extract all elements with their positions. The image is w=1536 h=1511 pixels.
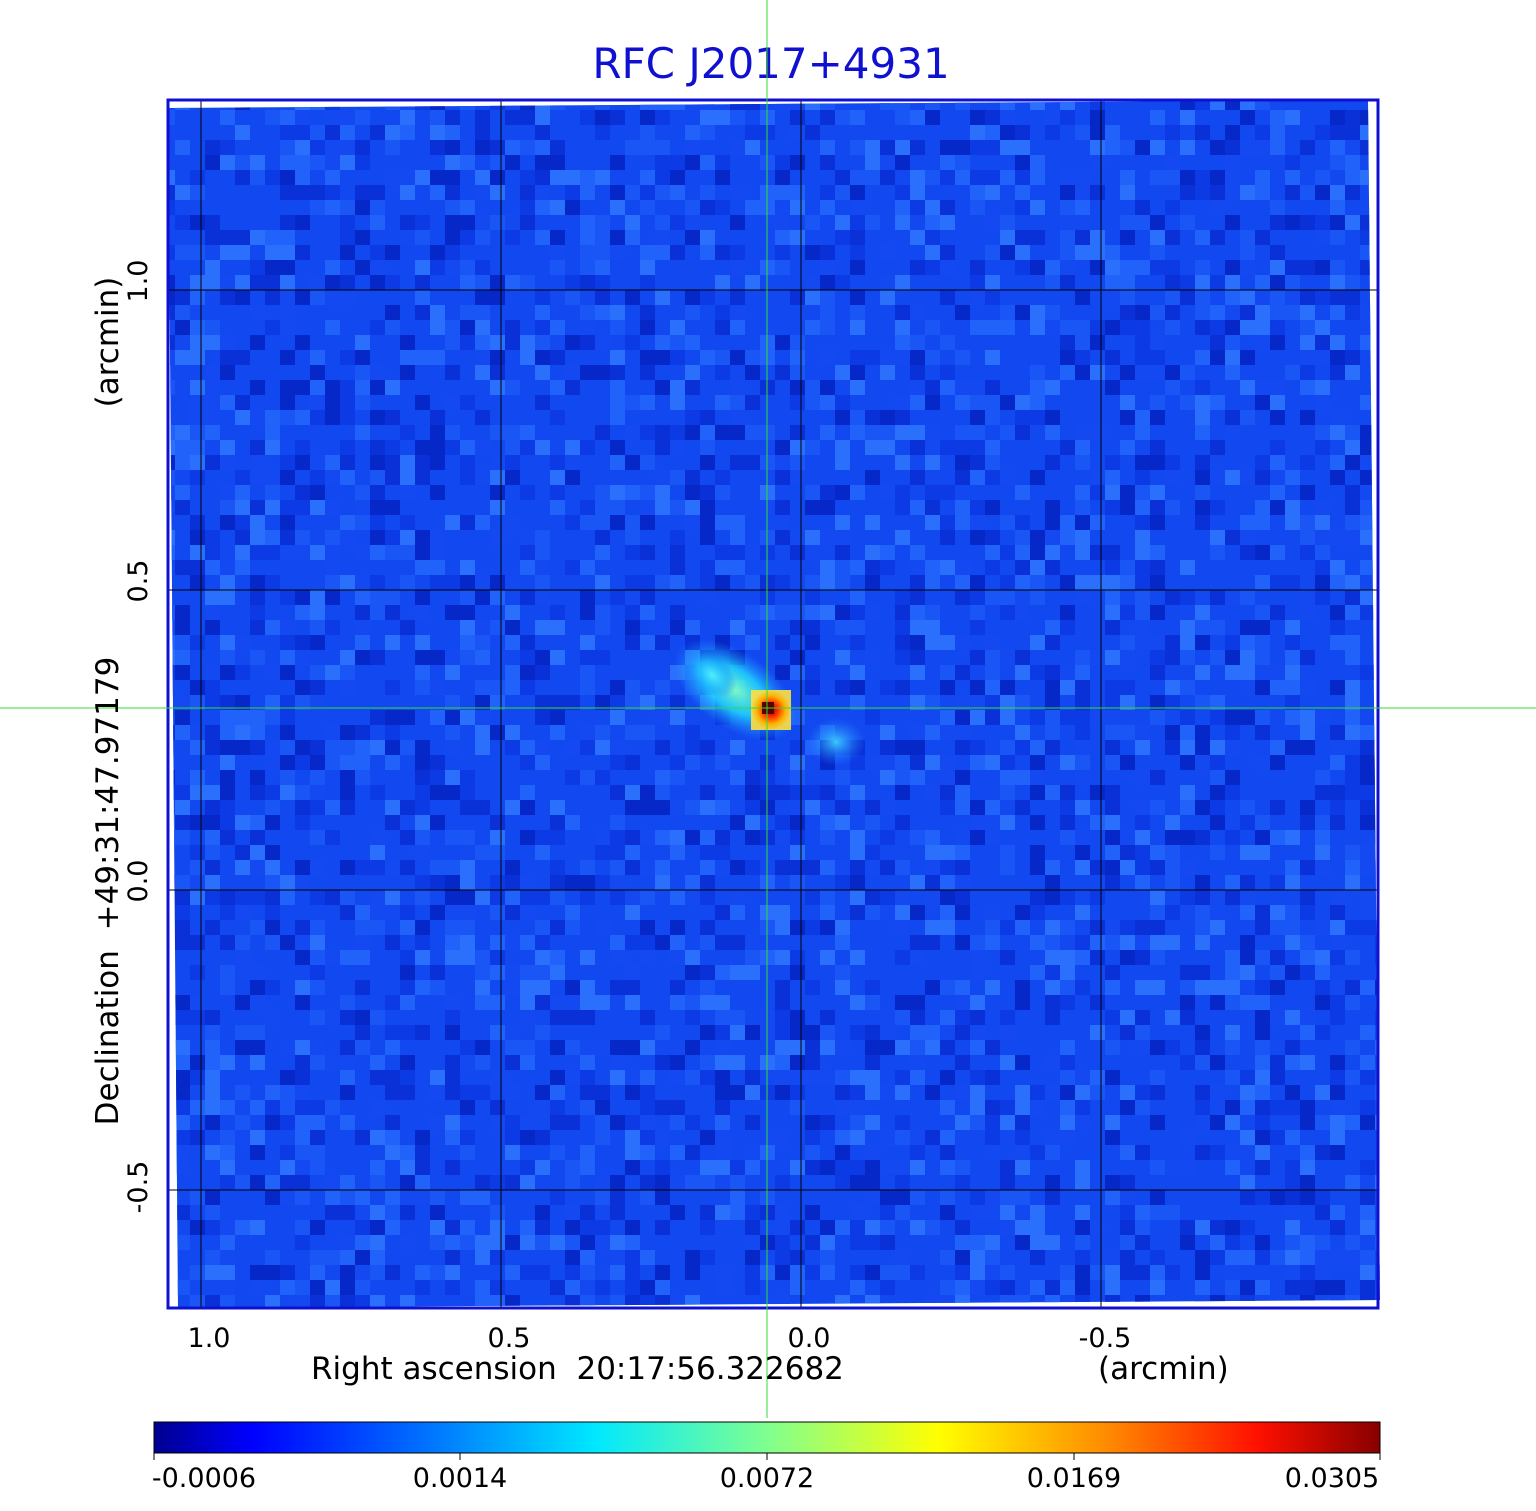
plot-title: RFC J2017+4931: [592, 39, 949, 88]
colorbar-tick-label: 0.0072: [720, 1463, 814, 1494]
jet-knot: [687, 652, 737, 698]
colorbar-tick-label: 0.0169: [1027, 1463, 1121, 1494]
secondary-component: [806, 718, 866, 766]
x-tick-label: -0.5: [1079, 1323, 1132, 1354]
colorbar: [153, 1421, 1381, 1454]
y-axis-unit: (arcmin): [90, 277, 126, 408]
x-axis-unit: (arcmin): [1098, 1351, 1229, 1387]
colorbar-tick-label: -0.0006: [152, 1463, 256, 1494]
y-tick-label: -0.5: [123, 1161, 154, 1214]
coordinate-grid: [168, 100, 1378, 1308]
x-tick-label: 0.0: [788, 1323, 831, 1354]
colorbar-ticks: [153, 1453, 1381, 1460]
sky-map: [168, 100, 1380, 1308]
plot-frame: [166, 98, 1380, 1310]
colorbar-tick-label: 0.0305: [1285, 1463, 1379, 1494]
y-tick-label: 0.5: [123, 560, 154, 603]
y-tick-label: 0.0: [123, 860, 154, 903]
x-tick-label: 1.0: [188, 1323, 231, 1354]
x-tick-label: 0.5: [488, 1323, 531, 1354]
crosshair: [0, 0, 1536, 1418]
y-axis-label: Declination +49:31:47.97179: [90, 657, 126, 1126]
y-tick-label: 1.0: [123, 260, 154, 303]
colorbar-tick-label: 0.0014: [413, 1463, 507, 1494]
x-axis-label: Right ascension 20:17:56.322682: [311, 1351, 844, 1387]
